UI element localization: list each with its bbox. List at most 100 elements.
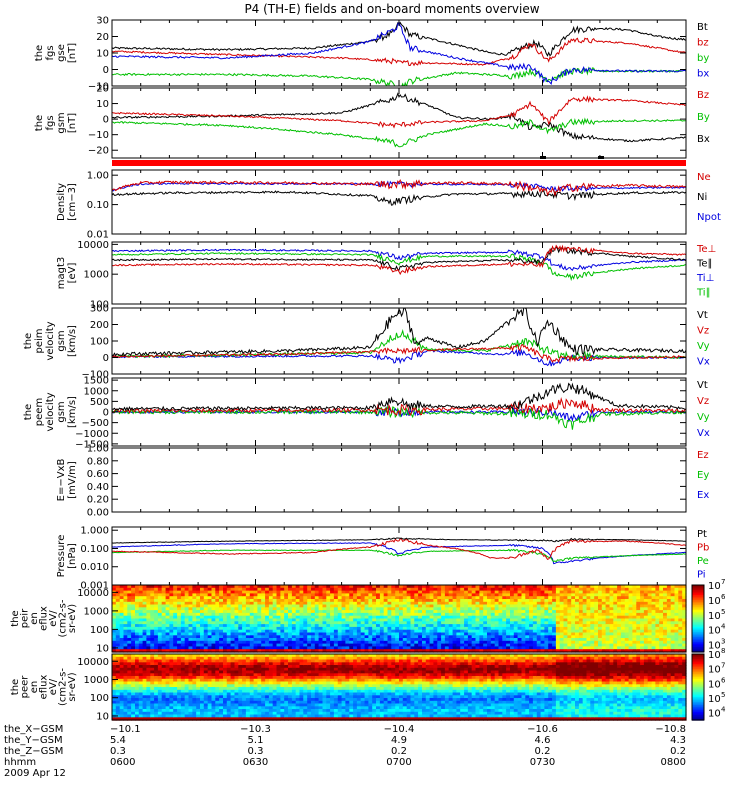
spectrogram-cell	[678, 621, 683, 625]
spectrogram-cell	[238, 587, 243, 592]
spectrogram-cell	[406, 607, 412, 611]
spectrogram-cell	[670, 593, 676, 597]
spectrogram-cell	[215, 585, 220, 589]
spectrogram-cell	[590, 640, 595, 645]
spectrogram-cell	[192, 711, 197, 716]
spectrogram-cell	[245, 640, 251, 645]
spectrogram-cell	[226, 687, 232, 691]
spectrogram-cell	[242, 590, 247, 594]
spectrogram-cell	[494, 646, 500, 650]
spectrogram-cell	[138, 607, 144, 611]
spectrogram-cell	[525, 621, 530, 625]
spectrogram-cell	[234, 676, 239, 680]
spectrogram-cell	[678, 632, 683, 636]
spectrogram-cell	[479, 593, 484, 597]
spectrogram-cell	[165, 624, 170, 628]
spectrogram-cell	[670, 599, 676, 603]
spectrogram-cell	[498, 604, 503, 608]
spectrogram-cell	[154, 692, 159, 696]
spectrogram-cell	[112, 624, 117, 628]
spectrogram-cell	[337, 624, 343, 628]
spectrogram-cell	[272, 610, 278, 614]
spectrogram-cell	[165, 670, 170, 674]
spectrogram-cell	[265, 601, 270, 606]
spectrogram-cell	[169, 593, 174, 597]
spectrogram-cell	[628, 626, 633, 631]
spectrogram-cell	[203, 687, 209, 691]
spectrogram-cell	[372, 632, 377, 636]
spectrogram-cell	[207, 610, 213, 614]
spectrogram-cell	[311, 612, 316, 617]
spectrogram-cell	[226, 629, 232, 634]
spectrogram-cell	[525, 632, 530, 636]
spectrogram-cell	[364, 632, 369, 636]
spectrogram-cell	[337, 618, 343, 622]
spectrogram-cell	[479, 590, 484, 594]
spectrogram-cell	[372, 649, 377, 653]
spectrogram-cell	[115, 643, 121, 647]
spectrogram-cell	[112, 687, 117, 691]
spectrogram-cell	[322, 640, 327, 645]
spectrogram-cell	[609, 621, 614, 625]
spectrogram-cell	[169, 610, 174, 614]
spectrogram-cell	[670, 640, 676, 645]
spectrogram-cell	[154, 706, 159, 710]
spectrogram-cell	[180, 692, 186, 696]
spectrogram-cell	[169, 640, 174, 645]
spectrogram-cell	[253, 638, 258, 642]
spectrogram-cell	[487, 610, 492, 614]
spectrogram-cell	[666, 635, 672, 639]
spectrogram-cell	[272, 612, 278, 617]
spectrogram-cell	[387, 640, 392, 645]
spectrogram-cell	[356, 607, 362, 611]
spectrogram-cell	[506, 621, 511, 625]
spectrogram-cell	[364, 618, 369, 622]
spectrogram-cell	[594, 646, 599, 650]
spectrogram-cell	[169, 632, 174, 636]
spectrogram-cell	[360, 615, 366, 620]
spectrogram-cell	[628, 601, 633, 606]
spectrogram-cell	[437, 624, 442, 628]
spectrogram-cell	[192, 687, 197, 691]
spectrogram-cell	[548, 618, 553, 622]
spectrogram-cell	[674, 612, 679, 617]
spectrogram-cell	[115, 618, 121, 622]
spectrogram-cell	[544, 638, 549, 642]
spectrogram-cell	[594, 585, 599, 589]
spectrogram-cell	[154, 646, 159, 650]
spectrogram-cell	[253, 643, 258, 647]
spectrogram-cell	[406, 599, 412, 603]
spectrogram-cell	[364, 593, 369, 597]
spectrogram-cell	[318, 590, 323, 594]
spectrogram-cell	[345, 626, 350, 631]
spectrogram-cell	[177, 612, 182, 617]
spectrogram-cell	[123, 670, 128, 674]
spectrogram-cell	[467, 638, 473, 642]
spectrogram-cell	[502, 629, 507, 634]
spectrogram-cell	[410, 607, 415, 611]
spectrogram-cell	[226, 678, 232, 683]
spectrogram-cell	[383, 618, 389, 622]
spectrogram-cell	[433, 635, 438, 639]
spectrogram-cell	[138, 692, 144, 696]
spectrogram-cell	[265, 638, 270, 642]
spectrogram-cell	[429, 607, 434, 611]
spectrogram-cell	[219, 599, 224, 603]
spectrogram-cell	[586, 599, 591, 603]
spectrogram-cell	[437, 599, 442, 603]
spectrogram-cell	[609, 646, 614, 650]
spectrogram-cell	[326, 596, 331, 600]
spectrogram-cell	[525, 638, 530, 642]
spectrogram-cell	[399, 612, 404, 617]
spectrogram-cell	[341, 629, 346, 634]
spectrogram-cell	[391, 604, 396, 608]
spectrogram-cell	[502, 621, 507, 625]
spectrogram-cell	[376, 646, 381, 650]
spectrogram-cell	[245, 601, 251, 606]
spectrogram-cell	[154, 711, 159, 716]
spectrogram-cell	[517, 587, 522, 592]
spectrogram-cell	[150, 601, 155, 606]
colorbar-cell	[692, 615, 704, 618]
spectrogram-cell	[284, 596, 289, 600]
spectrogram-cell	[521, 621, 526, 625]
